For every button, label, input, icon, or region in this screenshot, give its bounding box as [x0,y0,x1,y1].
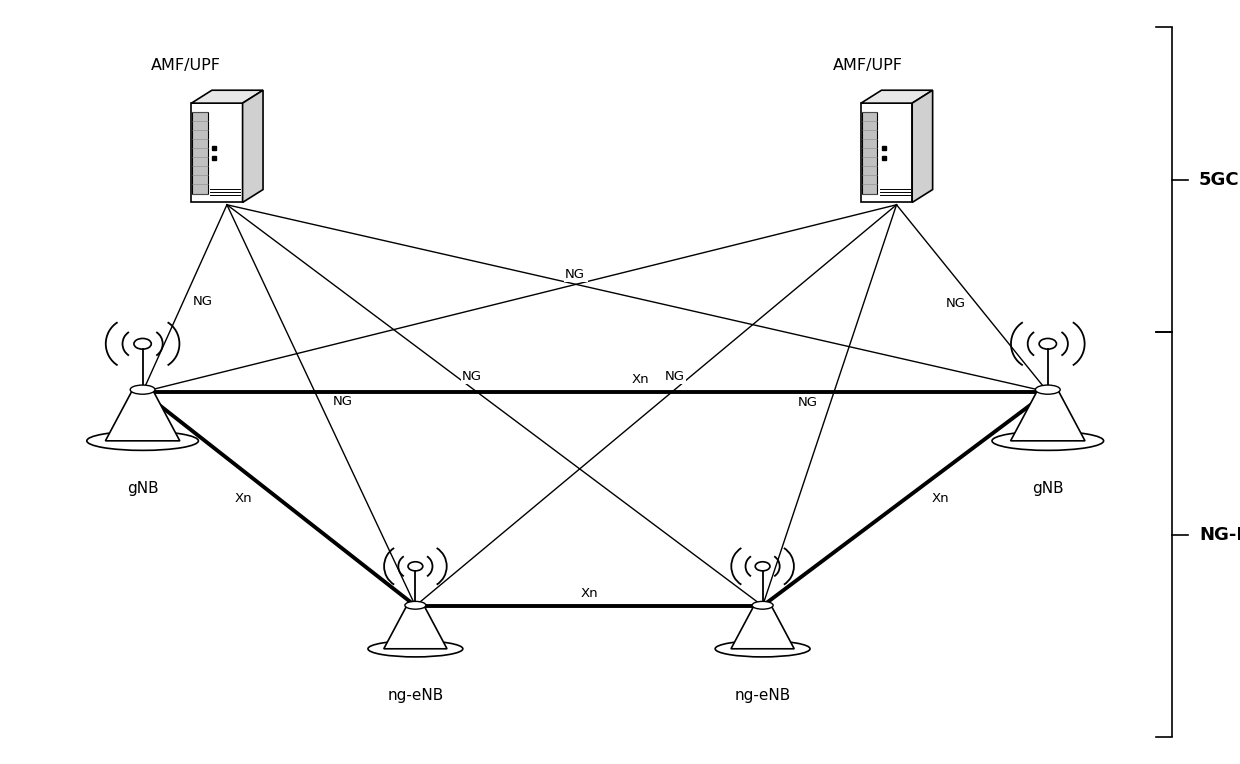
Text: ng-eNB: ng-eNB [387,688,444,703]
Text: NG: NG [192,295,213,308]
Text: NG: NG [946,297,966,310]
Text: Xn: Xn [236,492,253,505]
Ellipse shape [992,431,1104,451]
Polygon shape [1011,390,1085,441]
Text: gNB: gNB [126,481,159,497]
Polygon shape [192,112,208,193]
Text: NG: NG [567,268,587,281]
Ellipse shape [751,601,774,609]
Text: AMF/UPF: AMF/UPF [151,57,221,73]
Polygon shape [191,103,243,202]
Polygon shape [861,90,932,103]
Text: Xn: Xn [580,587,598,601]
Polygon shape [105,390,180,441]
Polygon shape [913,90,932,202]
Text: NG: NG [665,371,684,384]
Text: NG: NG [332,395,352,408]
Text: NG-RAN: NG-RAN [1199,526,1240,544]
Text: NG: NG [463,370,482,383]
Text: Xn: Xn [631,373,650,387]
Text: 5GC: 5GC [1199,170,1240,189]
Text: NG: NG [564,268,584,281]
Ellipse shape [87,431,198,451]
Text: ng-eNB: ng-eNB [734,688,791,703]
Polygon shape [243,90,263,202]
Ellipse shape [1035,385,1060,394]
Ellipse shape [404,601,427,609]
Polygon shape [191,90,263,103]
Polygon shape [861,103,913,202]
Ellipse shape [715,641,810,657]
Text: AMF/UPF: AMF/UPF [833,57,903,73]
Polygon shape [732,605,794,649]
Ellipse shape [368,641,463,657]
Polygon shape [384,605,448,649]
Polygon shape [862,112,878,193]
Text: NG: NG [797,396,817,409]
Text: Xn: Xn [931,492,950,505]
Ellipse shape [130,385,155,394]
Text: gNB: gNB [1032,481,1064,497]
